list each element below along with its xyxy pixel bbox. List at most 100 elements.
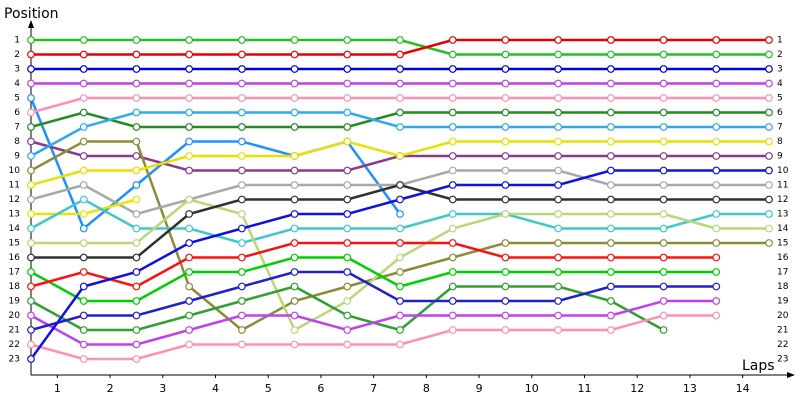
marker — [712, 181, 721, 189]
marker — [79, 268, 88, 276]
marker — [185, 239, 194, 247]
marker — [132, 195, 141, 204]
marker — [27, 94, 35, 102]
marker — [606, 36, 615, 44]
marker — [448, 50, 457, 59]
y-tick-label: 16 — [9, 253, 21, 263]
marker — [237, 152, 246, 160]
marker — [659, 224, 668, 233]
y-tick-label: 5 — [14, 94, 20, 104]
y-tick-label-right: 2 — [777, 50, 783, 60]
marker — [79, 152, 88, 160]
marker — [27, 326, 35, 334]
marker — [554, 79, 563, 88]
marker — [290, 65, 299, 73]
marker — [185, 311, 194, 320]
marker — [290, 253, 299, 262]
y-tick-label: 17 — [9, 268, 20, 278]
marker — [396, 36, 404, 44]
marker — [659, 166, 668, 175]
marker — [448, 137, 457, 146]
marker — [448, 79, 457, 88]
marker — [132, 36, 141, 44]
marker — [501, 239, 510, 247]
marker — [27, 340, 35, 349]
marker — [554, 326, 563, 334]
marker — [132, 152, 141, 160]
marker — [554, 268, 563, 276]
marker — [27, 282, 35, 291]
marker — [343, 340, 352, 349]
marker — [185, 210, 194, 218]
marker — [712, 297, 721, 305]
marker — [79, 340, 88, 349]
marker — [290, 340, 299, 349]
marker — [132, 108, 141, 117]
marker — [237, 311, 246, 320]
marker — [659, 152, 668, 160]
marker — [237, 268, 246, 276]
marker — [290, 79, 299, 88]
marker — [343, 94, 352, 102]
marker — [237, 340, 246, 349]
marker — [237, 253, 246, 262]
marker — [290, 123, 299, 131]
marker — [237, 108, 246, 117]
marker — [606, 181, 615, 189]
marker — [237, 282, 246, 291]
marker — [606, 253, 615, 262]
marker — [659, 79, 668, 88]
marker — [290, 210, 299, 218]
marker — [290, 181, 299, 189]
marker — [659, 137, 668, 146]
marker — [712, 210, 721, 218]
marker — [501, 65, 510, 73]
marker — [554, 152, 563, 160]
marker — [712, 50, 721, 59]
y-tick-label-right: 9 — [777, 152, 783, 162]
marker — [659, 50, 668, 59]
marker — [554, 195, 563, 204]
x-tick-label: 4 — [212, 382, 219, 395]
marker — [343, 50, 352, 59]
marker — [554, 65, 563, 73]
marker — [79, 50, 88, 59]
marker — [765, 239, 773, 247]
x-tick-label: 5 — [265, 382, 272, 395]
marker — [27, 311, 35, 320]
marker — [27, 36, 35, 44]
marker — [712, 36, 721, 44]
marker — [27, 79, 35, 88]
marker — [765, 224, 773, 233]
marker — [79, 253, 88, 262]
y-tick-label: 1 — [14, 36, 20, 46]
marker — [132, 224, 141, 233]
marker — [501, 108, 510, 117]
marker — [132, 239, 141, 247]
marker — [79, 166, 88, 175]
marker — [79, 224, 88, 233]
marker — [448, 36, 457, 44]
marker — [396, 94, 404, 102]
marker — [79, 36, 88, 44]
marker — [606, 297, 615, 305]
marker — [185, 65, 194, 73]
series-line — [30, 270, 717, 332]
marker — [554, 108, 563, 117]
marker — [79, 181, 88, 189]
marker — [132, 297, 141, 305]
marker — [79, 137, 88, 146]
marker — [712, 224, 721, 233]
marker — [396, 79, 404, 88]
x-tick-label: 1 — [54, 382, 61, 395]
x-tick-label: 10 — [525, 382, 539, 395]
marker — [554, 166, 563, 175]
marker — [448, 123, 457, 131]
marker — [132, 326, 141, 334]
marker — [185, 79, 194, 88]
marker — [79, 123, 88, 131]
marker — [765, 108, 773, 117]
marker — [396, 195, 404, 204]
marker — [290, 50, 299, 59]
